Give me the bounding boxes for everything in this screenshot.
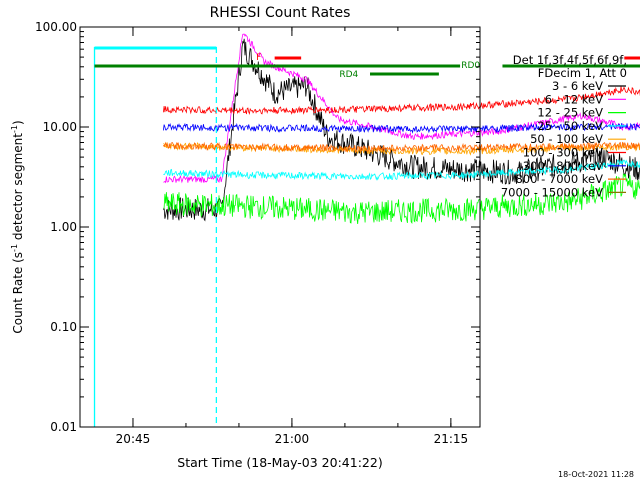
footer-timestamp: 18-Oct-2021 11:28 (558, 470, 634, 479)
legend-header-line-2: FDecim 1, Att 0 (538, 66, 627, 80)
plot-area: FSRD0RD4 (93, 33, 640, 427)
legend-label: 50 - 100 keV (530, 132, 603, 146)
series-line (163, 33, 640, 184)
legend-label: 3 - 6 keV (552, 79, 603, 93)
rd0-label: RD0 (461, 61, 480, 71)
legend-label: 800 - 7000 keV (515, 172, 603, 186)
legend-label: 12 - 25 keV (537, 106, 603, 120)
flare-label: F (256, 53, 261, 63)
x-tick-label: 21:15 (434, 432, 469, 446)
legend-label: 300 - 800 keV (523, 159, 603, 173)
x-axis: 20:45 21:00 21:15 (116, 27, 468, 446)
y-tick-label: 0.01 (50, 420, 77, 434)
y-tick-label: 0.10 (50, 320, 77, 334)
y-axis: 0.01 0.10 1.00 10.00 100.00 (35, 20, 480, 434)
y-axis-label-part: detector segment (11, 133, 25, 244)
legend-label: 25 - 50 keV (537, 119, 603, 133)
y-axis-label-superscript: -1 (10, 244, 19, 252)
y-tick-label: 1.00 (50, 220, 77, 234)
series-line (163, 141, 640, 153)
y-axis-label-part: ) (11, 120, 25, 125)
rd4-label: RD4 (339, 70, 358, 80)
x-tick-label: 21:00 (275, 432, 310, 446)
chart-title: RHESSI Count Rates (210, 5, 351, 21)
series-line (163, 142, 640, 156)
series-line (163, 159, 640, 181)
x-axis-label: Start Time (18-May-03 20:41:22) (177, 455, 382, 470)
legend-label: 6 - 12 keV (545, 92, 603, 106)
y-axis-label-superscript: -1 (10, 125, 19, 133)
series-line (163, 86, 640, 115)
y-tick-label: 10.00 (43, 120, 77, 134)
series-line (163, 122, 640, 134)
x-tick-label: 20:45 (116, 432, 151, 446)
legend-label: 100 - 300 keV (523, 146, 603, 160)
y-axis-label: Count Rate (s-1 detector segment-1) (10, 120, 25, 333)
y-tick-label: 100.00 (35, 20, 77, 34)
legend-label: 7000 - 15000 keV (501, 185, 603, 199)
legend-header-line-1: Det 1f,3f,4f,5f,6f,9f, (513, 53, 627, 67)
series-line (163, 38, 640, 222)
series-line (163, 173, 640, 225)
legend: Det 1f,3f,4f,5f,6f,9f, FDecim 1, Att 0 3… (501, 53, 627, 199)
y-axis-label-part: Count Rate (s (11, 252, 25, 334)
